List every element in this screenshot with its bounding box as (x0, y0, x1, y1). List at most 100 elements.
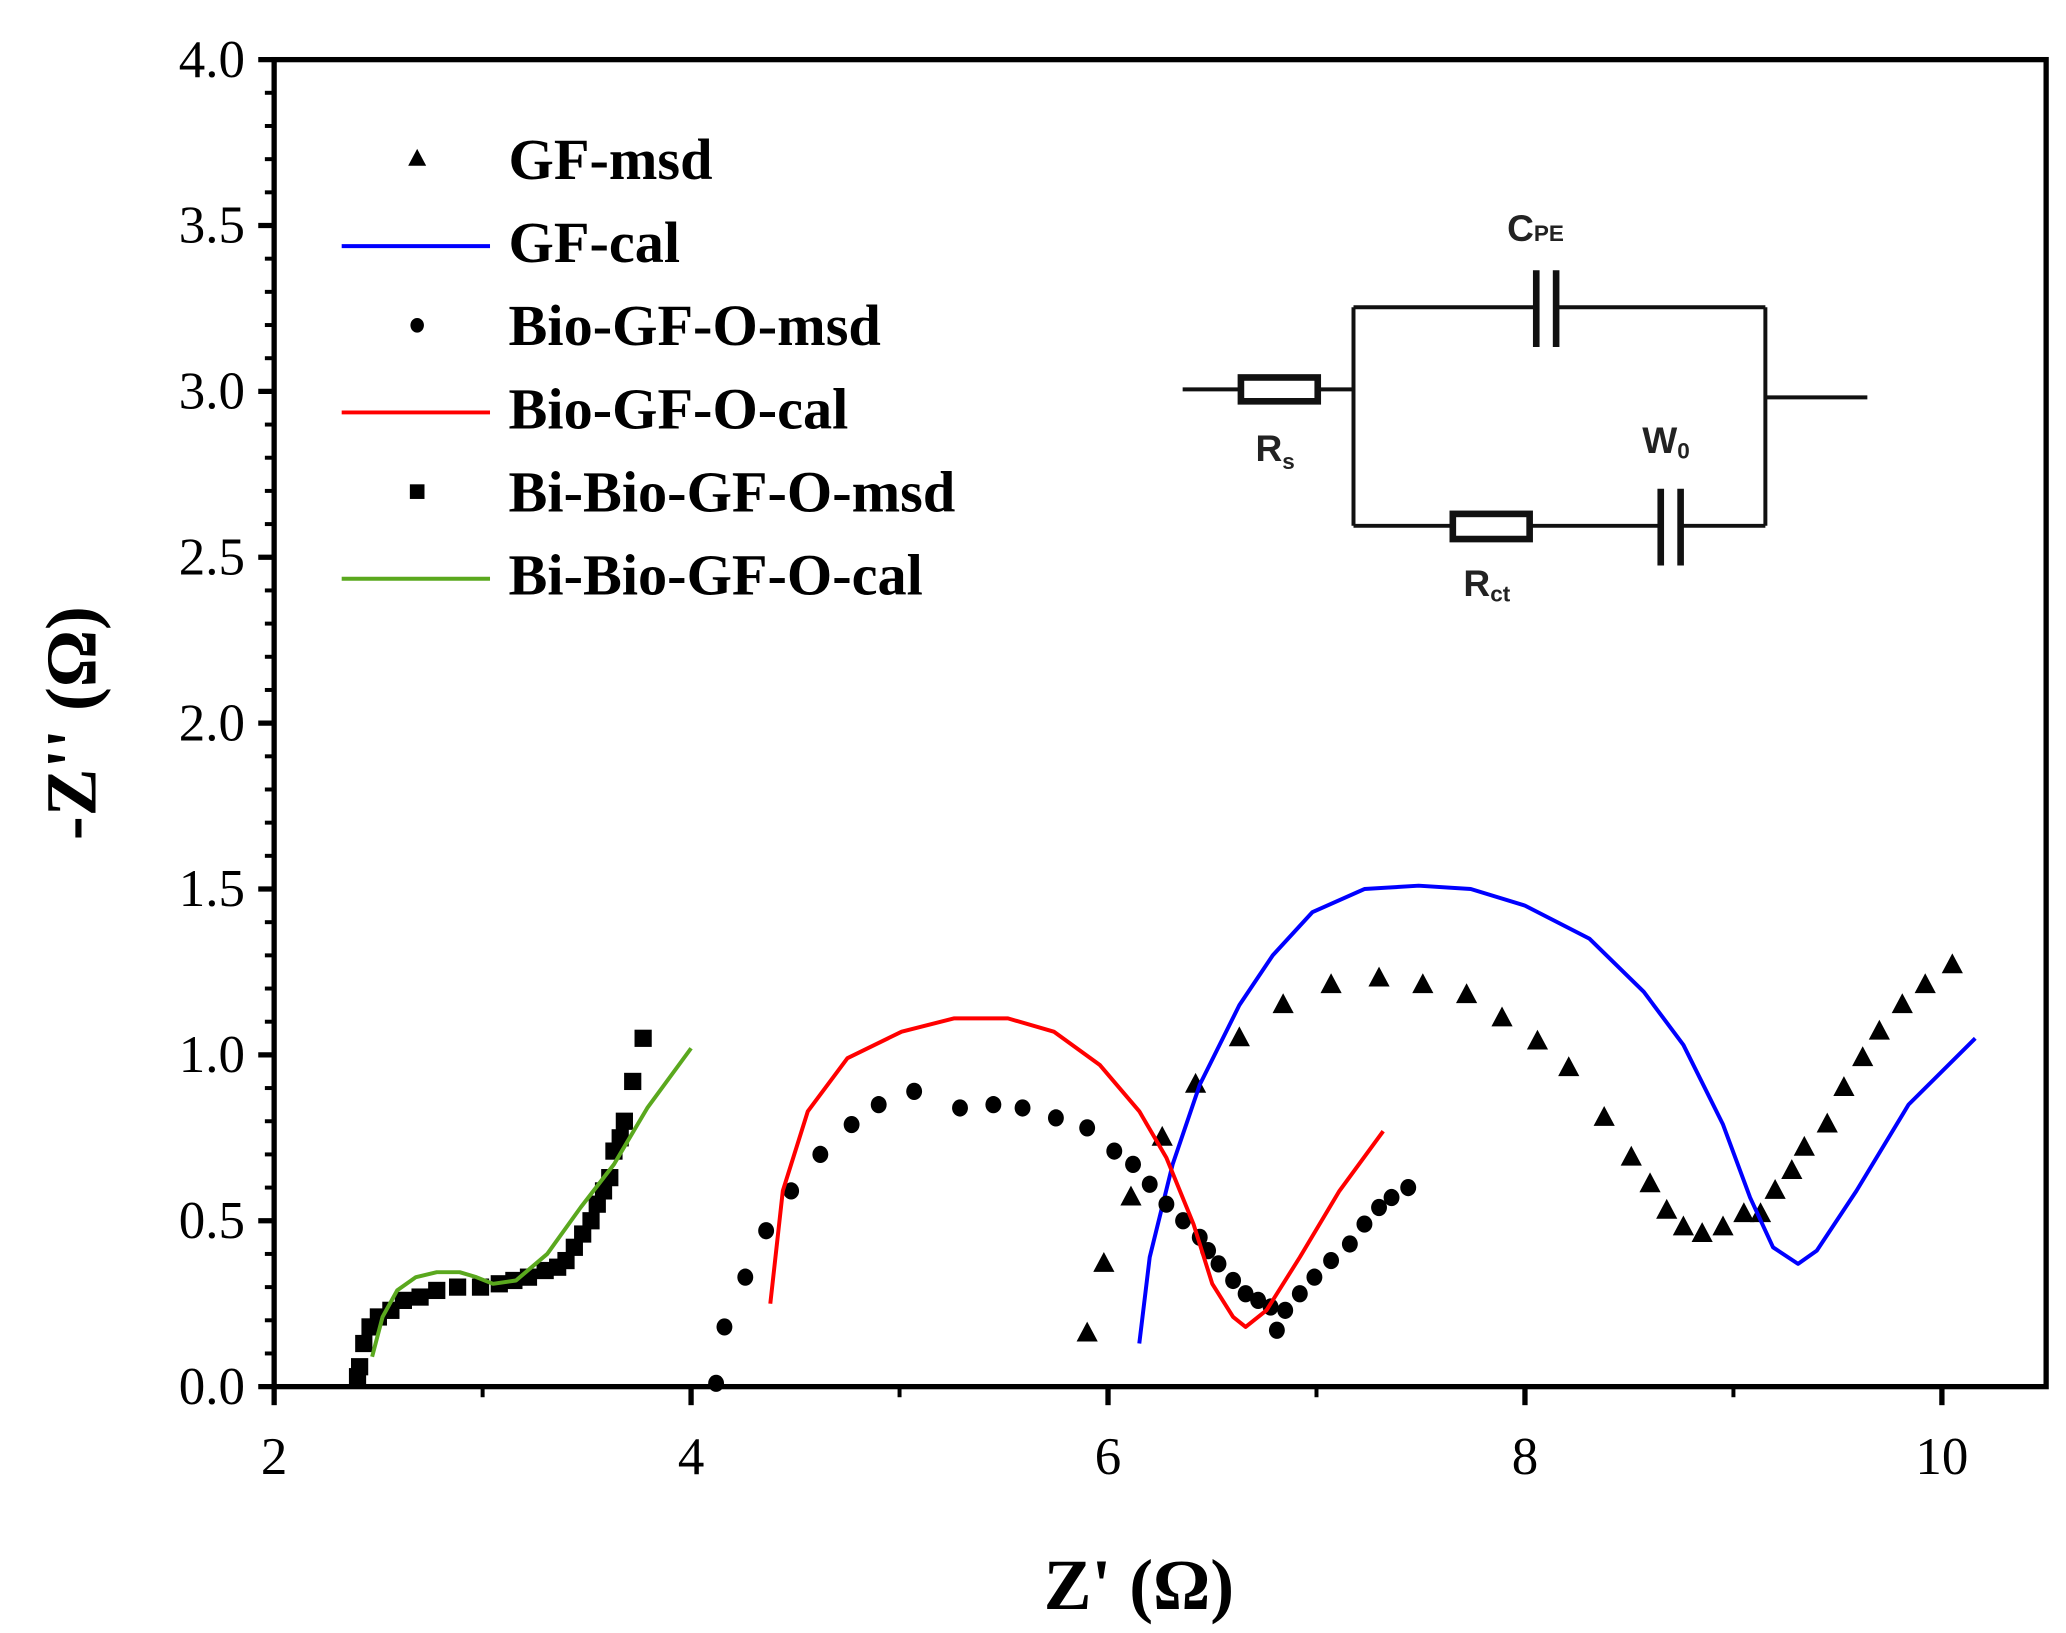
data-point (1076, 1321, 1098, 1342)
data-point (1277, 1301, 1294, 1319)
data-point (1412, 973, 1434, 994)
data-point (1268, 1321, 1285, 1339)
legend-item: GF-msd (408, 127, 712, 192)
y-tick-label: 0.5 (179, 1192, 245, 1250)
legend-label: GF-cal (509, 210, 681, 275)
data-point (574, 1225, 592, 1243)
data-point (758, 1222, 775, 1240)
data-point (783, 1182, 800, 1200)
data-point (1656, 1198, 1678, 1219)
data-point (1079, 1119, 1096, 1137)
label-w0: W0 (1642, 419, 1690, 463)
series-bi-bio-gf-o-msd (348, 1029, 652, 1386)
data-point (737, 1268, 754, 1286)
legend-label: Bio-GF-O-cal (509, 376, 849, 441)
y-tick-label: 2.5 (179, 528, 245, 586)
data-point (1047, 1109, 1064, 1127)
data-point (411, 1288, 429, 1306)
data-point (582, 1212, 600, 1230)
data-point (1341, 1235, 1358, 1253)
data-point (1125, 1155, 1141, 1173)
y-tick-label: 3.0 (179, 363, 245, 421)
legend-swatch-marker (409, 484, 425, 499)
data-point (1306, 1268, 1323, 1286)
data-point (1526, 1029, 1549, 1050)
data-point (1733, 1202, 1755, 1223)
data-point (615, 1112, 633, 1130)
data-point (708, 1374, 725, 1392)
legend-label: Bi-Bio-GF-O-msd (509, 460, 956, 525)
data-point (1158, 1195, 1175, 1213)
data-point (1558, 1056, 1580, 1077)
data-point (565, 1238, 583, 1256)
data-point (1914, 973, 1936, 994)
data-point (1228, 1026, 1250, 1047)
data-point (1941, 953, 1963, 974)
data-point (1712, 1215, 1734, 1236)
x-tick-label: 4 (678, 1428, 704, 1486)
axes-layer: 2 4 6 8 10 0.0 0.5 1.0 1.5 2.0 2.5 3.0 3.5 4.0 (179, 31, 2049, 1486)
x-axis-label: Z' (Ω) (1044, 1546, 1234, 1625)
data-point (1749, 1202, 1772, 1223)
data-point (1868, 1019, 1890, 1040)
circuit-labels: Rs CPE W0 Rct (1255, 207, 1689, 606)
series-line (1137, 883, 1977, 1344)
data-point (843, 1115, 860, 1134)
y-tick-label: 0.0 (179, 1358, 245, 1416)
data-point (1491, 1006, 1513, 1027)
data-point (1093, 1251, 1115, 1272)
data-point (1175, 1212, 1192, 1230)
data-point (428, 1281, 446, 1300)
data-point (1356, 1215, 1373, 1233)
y-tick-label: 1.5 (179, 860, 245, 918)
data-point (1781, 1159, 1803, 1179)
y-tick-label: 2.0 (179, 694, 245, 752)
data-point (1014, 1099, 1031, 1117)
label-rct: Rct (1463, 562, 1510, 606)
resistor-rct (1449, 510, 1533, 543)
series-layer (348, 883, 1977, 1392)
series-gf-msd (1076, 953, 1963, 1342)
series-bi-bio-gf-o-cal (370, 1047, 693, 1358)
data-point (870, 1096, 887, 1114)
data-point (1764, 1178, 1786, 1199)
x-tick-label: 2 (261, 1428, 287, 1486)
label-rs: Rs (1255, 427, 1294, 474)
data-point (1225, 1271, 1242, 1290)
series-line (370, 1047, 693, 1358)
legend-item: GF-cal (341, 210, 681, 275)
legend-label: Bi-Bio-GF-O-cal (509, 543, 923, 608)
x-tick-label: 6 (1095, 1428, 1121, 1486)
data-point (1323, 1251, 1340, 1270)
data-point (1141, 1175, 1158, 1193)
legend-swatch-marker (410, 317, 424, 333)
data-point (351, 1358, 369, 1376)
legend: GF-msd GF-cal Bio-GF-O-msd Bio-GF-O-cal Bi-B… (341, 127, 956, 608)
data-point (1291, 1285, 1308, 1303)
series-bio-gf-o-cal (768, 1016, 1385, 1329)
data-point (812, 1145, 829, 1164)
data-point (985, 1096, 1002, 1114)
legend-item: Bi-Bio-GF-O-msd (409, 460, 956, 525)
data-point (1368, 966, 1390, 987)
series-gf-cal (1137, 883, 1977, 1344)
data-point (1816, 1112, 1838, 1133)
data-point (1852, 1046, 1874, 1067)
y-axis-label: -Z'' (Ω) (32, 606, 111, 840)
data-point (1833, 1076, 1855, 1097)
y-tick-label: 1.0 (179, 1026, 245, 1084)
y-tick-label: 3.5 (179, 197, 245, 255)
equivalent-circuit-inset (1182, 270, 1868, 566)
data-point (611, 1129, 629, 1147)
data-point (1210, 1255, 1227, 1273)
label-cpe: CPE (1507, 207, 1564, 249)
data-point (557, 1251, 575, 1270)
data-point (588, 1195, 606, 1213)
data-point (1620, 1145, 1642, 1166)
data-point (1250, 1291, 1267, 1309)
data-point (634, 1029, 652, 1047)
x-tick-label: 10 (1915, 1428, 1968, 1486)
legend-item: Bio-GF-O-msd (410, 293, 881, 358)
data-point (1120, 1185, 1142, 1206)
